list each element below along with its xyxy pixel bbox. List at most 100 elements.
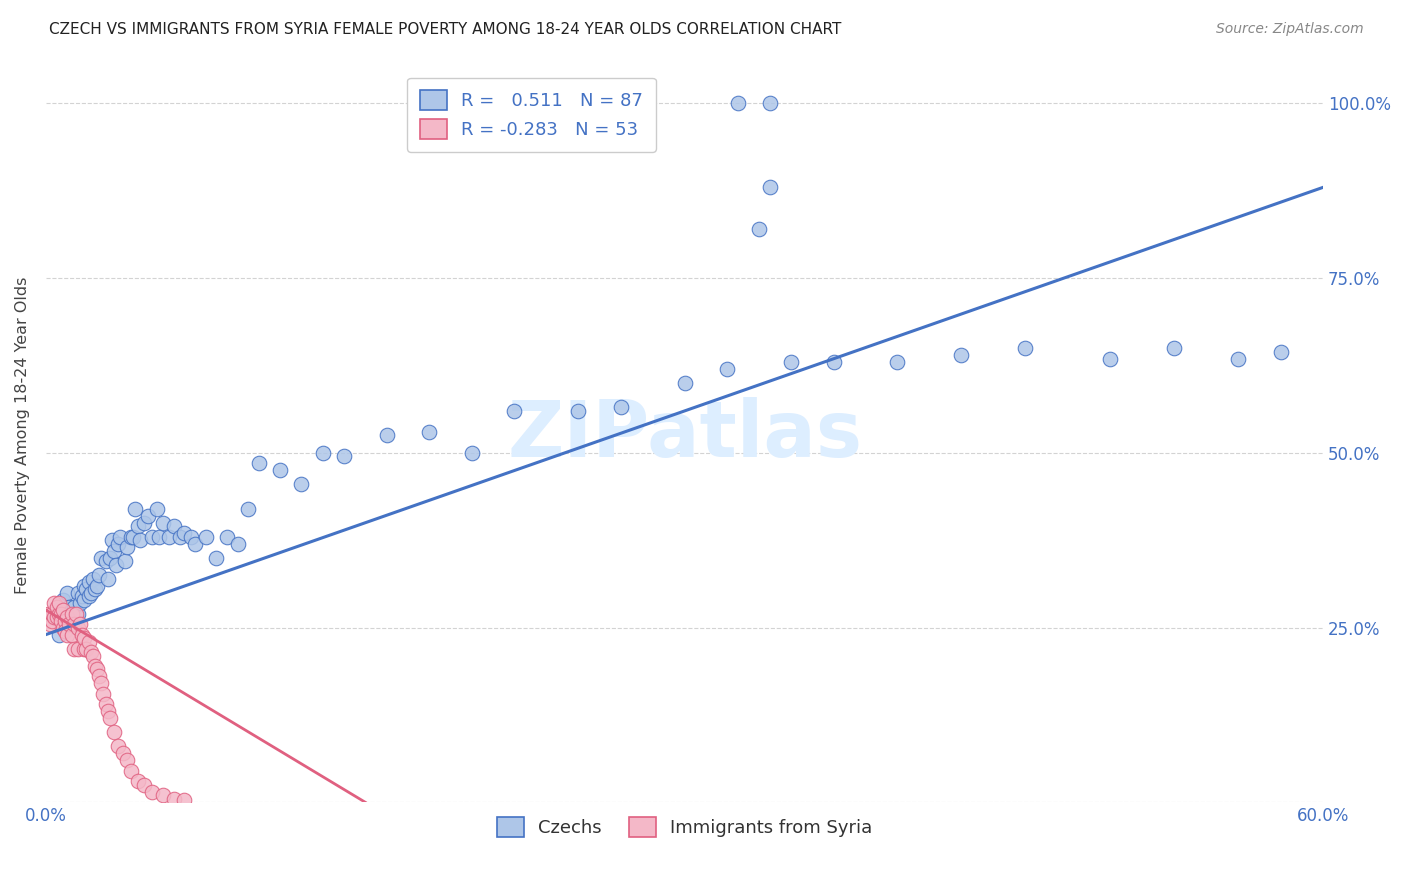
Point [127,774,149,789]
Point [673,376,696,390]
Legend: Czechs, Immigrants from Syria: Czechs, Immigrants from Syria [489,810,880,845]
Point [45,607,67,621]
Point [115,753,138,767]
Point [70,627,93,641]
Point [312,446,335,460]
Point [56,610,79,624]
Point [205,550,228,565]
Point [52,621,75,635]
Point [66,641,89,656]
Point [247,456,270,470]
Point [152,789,174,803]
Point [45,610,67,624]
Point [73,592,96,607]
Point [56,585,79,599]
Point [49,614,72,628]
Point [73,579,96,593]
Point [132,778,155,792]
Point [727,96,749,111]
Point [90,550,112,565]
Point [62,617,84,632]
Point [609,401,631,415]
Point [65,607,87,621]
Point [375,428,398,442]
Point [86,663,108,677]
Point [93,687,115,701]
Point [90,676,112,690]
Point [53,624,76,638]
Point [1270,344,1292,359]
Point [333,450,356,464]
Point [94,554,117,568]
Point [41,607,63,621]
Point [215,530,238,544]
Point [184,537,207,551]
Point [66,607,89,621]
Point [48,607,70,621]
Point [49,599,72,614]
Point [950,348,973,362]
Point [107,739,129,754]
Point [79,585,101,599]
Point [52,603,75,617]
Point [110,530,132,544]
Point [418,425,440,439]
Point [44,610,66,624]
Point [48,596,70,610]
Point [84,659,107,673]
Text: Source: ZipAtlas.com: Source: ZipAtlas.com [1216,22,1364,37]
Point [49,607,72,621]
Point [58,599,80,614]
Point [567,404,589,418]
Point [62,641,84,656]
Point [132,516,155,530]
Point [48,627,70,641]
Point [58,617,80,632]
Point [41,614,63,628]
Point [1099,351,1122,366]
Point [75,641,97,656]
Point [115,540,138,554]
Point [52,614,75,628]
Point [758,96,780,111]
Point [136,508,159,523]
Point [66,585,89,599]
Point [60,607,83,621]
Point [45,599,67,614]
Point [69,596,91,610]
Point [120,764,142,778]
Point [103,543,125,558]
Point [44,596,66,610]
Point [105,558,128,572]
Point [53,607,76,621]
Point [62,599,84,614]
Point [65,610,87,624]
Point [127,519,149,533]
Point [97,572,120,586]
Point [37,607,59,621]
Point [128,533,150,548]
Point [141,785,163,799]
Point [107,537,129,551]
Point [60,627,83,641]
Point [238,501,260,516]
Point [49,610,72,624]
Point [98,550,121,565]
Point [169,530,191,544]
Point [98,711,121,725]
Point [124,501,146,516]
Y-axis label: Female Poverty Among 18-24 Year Olds: Female Poverty Among 18-24 Year Olds [15,277,30,594]
Point [56,627,79,641]
Point [114,554,136,568]
Point [148,530,170,544]
Point [194,530,217,544]
Point [89,669,111,683]
Point [111,747,134,761]
Point [141,530,163,544]
Point [84,582,107,596]
Point [69,617,91,632]
Point [1163,341,1185,355]
Point [73,631,96,645]
Point [70,589,93,603]
Point [163,791,186,805]
